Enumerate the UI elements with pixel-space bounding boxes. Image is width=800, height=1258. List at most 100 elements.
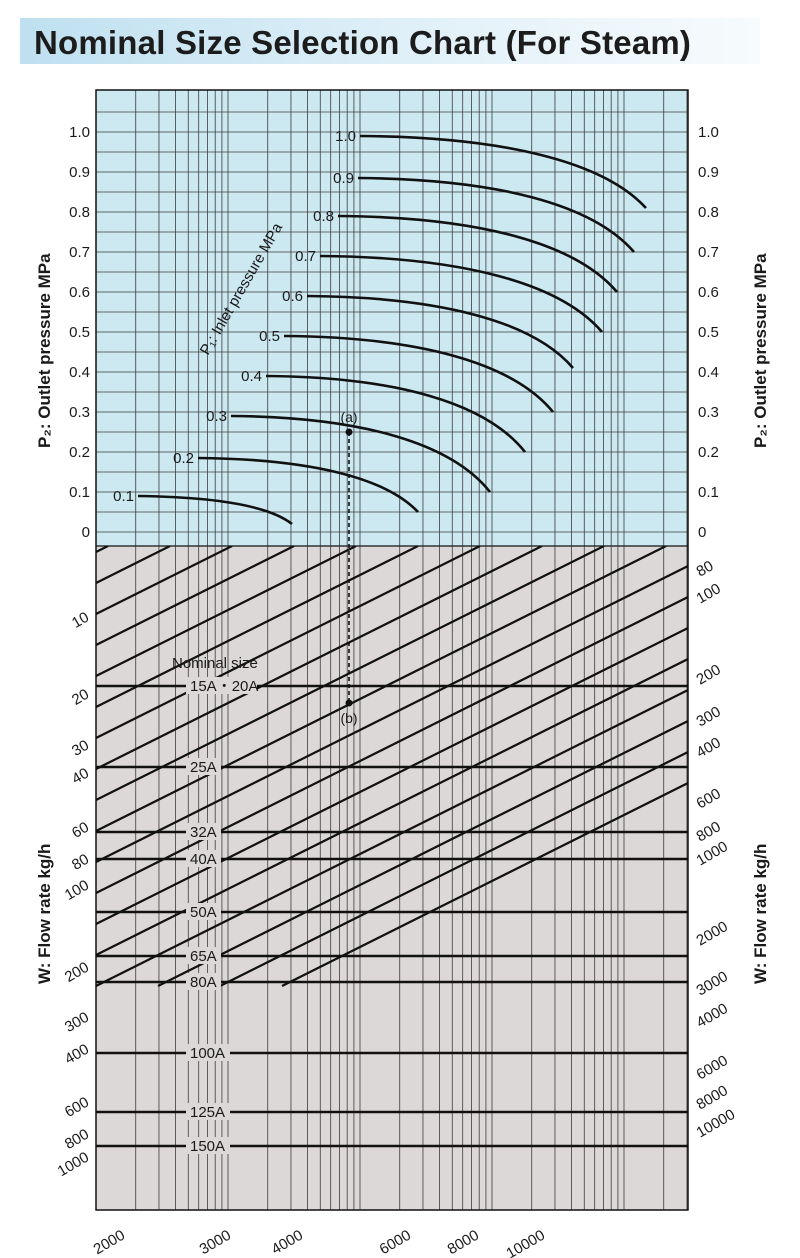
curve-label: 0.8 bbox=[313, 208, 334, 225]
size-label-bg bbox=[186, 1044, 230, 1061]
y-tick-left: 0 bbox=[82, 524, 90, 541]
nominal-size-title: Nominal size bbox=[172, 655, 258, 672]
nominal-size-label: 150A bbox=[190, 1138, 225, 1155]
y-tick-left: 0.5 bbox=[69, 324, 90, 341]
flow-axis-title-left: W: Flow rate kg/h bbox=[35, 844, 54, 984]
y-tick-left: 0.9 bbox=[69, 164, 90, 181]
size-label-bg bbox=[186, 677, 257, 694]
nominal-size-label: 15A・20A bbox=[190, 678, 258, 695]
curve-label: 0.7 bbox=[295, 248, 316, 265]
y-tick-left: 0.7 bbox=[69, 244, 90, 261]
y-tick-left: 1.0 bbox=[69, 124, 90, 141]
curve-label: 0.2 bbox=[173, 450, 194, 467]
y-tick-right: 0.4 bbox=[698, 364, 719, 381]
flow-tick-left: 20 bbox=[69, 686, 92, 709]
y-tick-left: 0.3 bbox=[69, 404, 90, 421]
flow-tick-left: 100 bbox=[62, 877, 92, 904]
curve-label: 0.9 bbox=[333, 170, 354, 187]
inlet-curve bbox=[137, 494, 293, 526]
flow-tick-left: 10 bbox=[69, 609, 92, 632]
y-tick-right: 0.8 bbox=[698, 204, 719, 221]
y-axis-title-right: P₂: Outlet pressure MPa bbox=[751, 253, 770, 448]
title-band bbox=[20, 18, 760, 64]
flow-tick-left: 400 bbox=[62, 1041, 92, 1068]
y-tick-right: 0.6 bbox=[698, 284, 719, 301]
flow-tick-bottom: 10000 bbox=[503, 1227, 548, 1258]
upper-panel-background bbox=[96, 90, 688, 546]
flow-tick-right: 1000 bbox=[694, 838, 731, 869]
nominal-size-label: 100A bbox=[190, 1045, 225, 1062]
flow-diagonal bbox=[96, 546, 295, 647]
y-tick-left: 0.2 bbox=[69, 444, 90, 461]
flow-tick-left: 30 bbox=[69, 737, 92, 760]
flow-tick-bottom: 3000 bbox=[197, 1227, 234, 1258]
flow-tick-bottom: 4000 bbox=[269, 1227, 306, 1258]
flow-diagonal bbox=[96, 546, 357, 678]
flow-axis-title-right: W: Flow rate kg/h bbox=[751, 844, 770, 984]
y-tick-right: 0.9 bbox=[698, 164, 719, 181]
y-tick-right: 1.0 bbox=[698, 124, 719, 141]
flow-tick-left: 60 bbox=[69, 819, 92, 842]
size-label-bg bbox=[186, 823, 221, 840]
example-point-a bbox=[345, 428, 353, 436]
flow-tick-bottom: 8000 bbox=[445, 1227, 482, 1258]
flow-tick-left: 80 bbox=[69, 851, 92, 874]
chart-title: Nominal Size Selection Chart (For Steam) bbox=[34, 24, 692, 61]
chart-frame bbox=[95, 89, 689, 1211]
flow-tick-left: 40 bbox=[69, 765, 92, 788]
example-label-b: (b) bbox=[340, 710, 357, 726]
flow-tick-left: 800 bbox=[62, 1126, 92, 1153]
y-tick-left: 0.1 bbox=[69, 484, 90, 501]
inlet-curve bbox=[283, 334, 555, 413]
inlet-curve bbox=[357, 176, 635, 253]
example-point-b bbox=[345, 699, 353, 707]
inlet-curve bbox=[230, 414, 492, 493]
size-label-bg bbox=[186, 850, 221, 867]
curve-label: 0.4 bbox=[241, 368, 262, 385]
y-tick-right: 0 bbox=[698, 524, 706, 541]
size-label-bg bbox=[186, 973, 221, 990]
nominal-size-label: 65A bbox=[190, 948, 217, 965]
flow-tick-right: 3000 bbox=[694, 968, 731, 999]
size-label-bg bbox=[186, 758, 221, 775]
curve-label: 0.5 bbox=[259, 328, 280, 345]
size-label-bg bbox=[186, 1137, 230, 1154]
y-tick-right: 0.7 bbox=[698, 244, 719, 261]
flow-tick-bottom: 6000 bbox=[377, 1227, 414, 1258]
y-tick-left: 0.4 bbox=[69, 364, 90, 381]
inlet-curve bbox=[319, 254, 603, 333]
upper-grid bbox=[96, 90, 688, 547]
inlet-pressure-curves bbox=[137, 134, 647, 526]
flow-tick-left: 1000 bbox=[55, 1149, 92, 1180]
flow-tick-left: 300 bbox=[62, 1009, 92, 1036]
y-tick-right: 0.5 bbox=[698, 324, 719, 341]
flow-tick-right: 4000 bbox=[694, 1000, 731, 1031]
size-label-bg bbox=[186, 903, 221, 920]
inlet-curve bbox=[306, 294, 574, 369]
example-label-a: (a) bbox=[340, 409, 357, 425]
nominal-size-label: 50A bbox=[190, 904, 217, 921]
y-tick-right: 0.2 bbox=[698, 444, 719, 461]
flow-tick-right: 300 bbox=[694, 703, 724, 730]
y-tick-left: 0.8 bbox=[69, 204, 90, 221]
flow-tick-right: 80 bbox=[694, 557, 717, 580]
y-axis-title-left: P₂: Outlet pressure MPa bbox=[35, 253, 54, 448]
flow-tick-right: 400 bbox=[694, 734, 724, 761]
lower-grid bbox=[135, 546, 688, 1210]
flow-tick-bottom: 2000 bbox=[91, 1227, 128, 1258]
flow-diagonal bbox=[96, 546, 109, 554]
flow-tick-right: 6000 bbox=[694, 1052, 731, 1083]
curve-label: 0.3 bbox=[206, 408, 227, 425]
inlet-curve bbox=[197, 456, 419, 513]
flow-diagonal bbox=[96, 546, 481, 740]
nominal-size-label: 40A bbox=[190, 851, 217, 868]
flow-tick-left: 200 bbox=[62, 959, 92, 986]
flow-diagonal bbox=[96, 546, 419, 709]
nominal-size-label: 125A bbox=[190, 1104, 225, 1121]
y-tick-right: 0.1 bbox=[698, 484, 719, 501]
inlet-curve bbox=[265, 374, 527, 453]
size-label-bg bbox=[186, 947, 221, 964]
nominal-size-label: 25A bbox=[190, 759, 217, 776]
y-tick-right: 0.3 bbox=[698, 404, 719, 421]
